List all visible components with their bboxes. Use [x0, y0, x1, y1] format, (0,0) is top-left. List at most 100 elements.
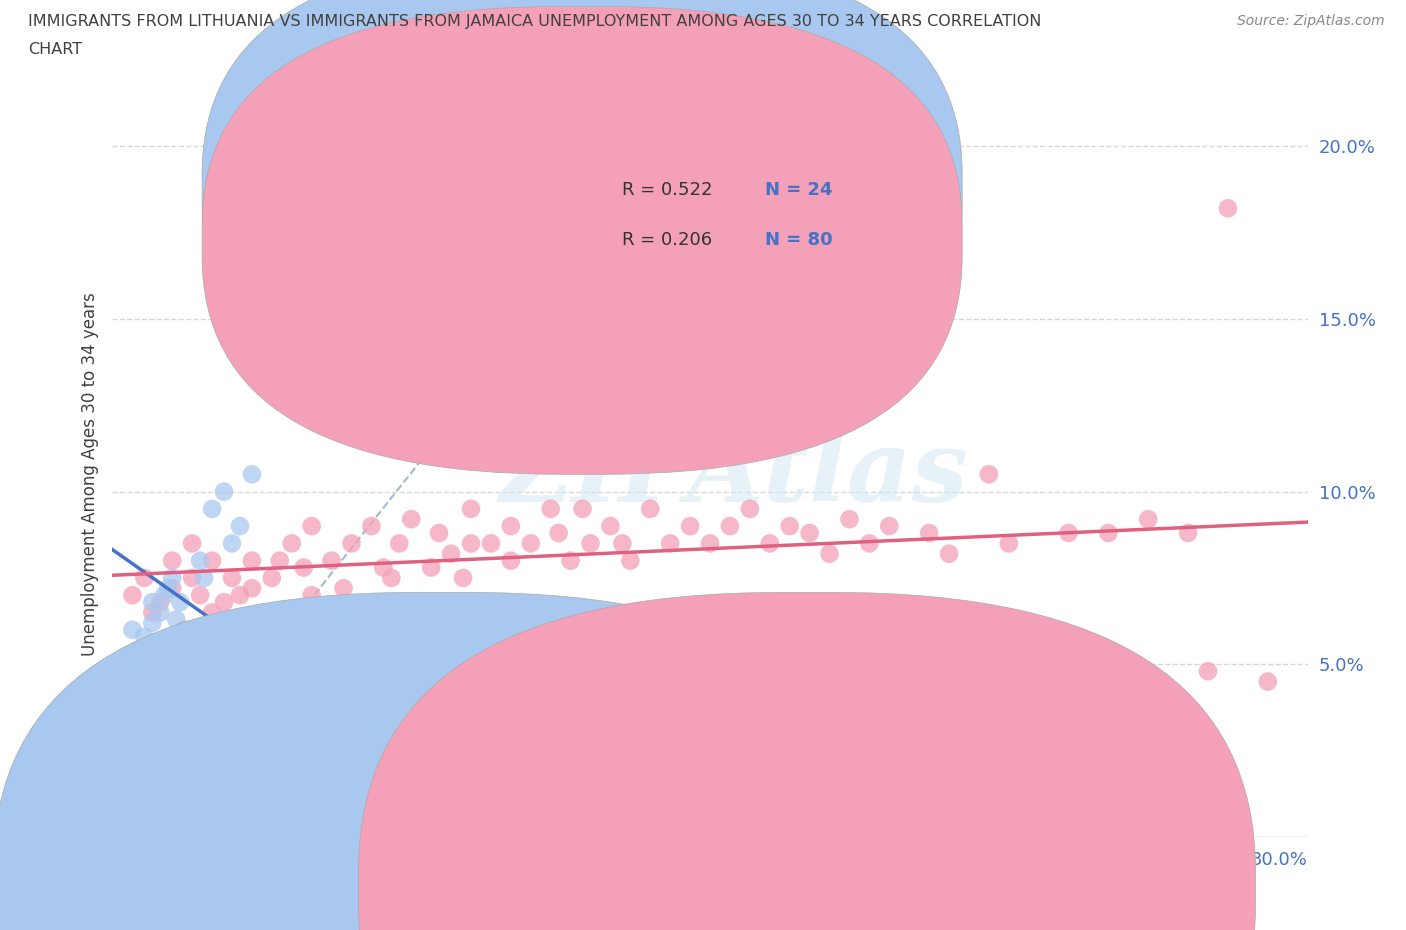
Point [420, 560, 443, 575]
Point [253, 605, 276, 620]
Text: 0.0%: 0.0% [112, 851, 157, 869]
Point [571, 501, 593, 516]
FancyBboxPatch shape [531, 126, 936, 272]
Point [1137, 512, 1160, 526]
Text: N = 80: N = 80 [765, 232, 832, 249]
Point [838, 512, 860, 526]
Point [759, 536, 782, 551]
Point [540, 501, 562, 516]
Point [918, 525, 941, 540]
Point [1257, 674, 1279, 689]
Point [499, 519, 522, 534]
Text: R = 0.206: R = 0.206 [621, 232, 711, 249]
Point [181, 622, 204, 637]
Point [212, 594, 235, 609]
Point [188, 588, 211, 603]
Point [818, 546, 841, 561]
Text: ZIPAtlas: ZIPAtlas [499, 426, 969, 523]
Point [292, 560, 315, 575]
Point [269, 553, 291, 568]
Point [201, 605, 224, 620]
Point [121, 588, 143, 603]
Point [301, 761, 323, 776]
Point [221, 536, 243, 551]
Point [547, 525, 569, 540]
Point [1077, 698, 1099, 713]
Point [659, 536, 682, 551]
Point [427, 525, 450, 540]
Point [169, 594, 191, 609]
Point [292, 753, 315, 768]
Text: Immigrants from Lithuania: Immigrants from Lithuania [478, 879, 718, 897]
Point [898, 294, 921, 309]
Point [332, 581, 354, 596]
Point [460, 501, 482, 516]
Point [162, 570, 183, 585]
Point [162, 581, 183, 596]
Point [938, 546, 960, 561]
Point [269, 726, 291, 741]
Point [380, 570, 402, 585]
Point [181, 570, 204, 585]
Point [221, 616, 243, 631]
Point [1018, 674, 1040, 689]
Point [799, 525, 821, 540]
Point [858, 536, 880, 551]
Text: R = 0.522: R = 0.522 [621, 180, 711, 199]
Point [321, 553, 343, 568]
FancyBboxPatch shape [202, 0, 962, 423]
Point [153, 588, 176, 603]
Y-axis label: Unemployment Among Ages 30 to 34 years: Unemployment Among Ages 30 to 34 years [80, 292, 98, 657]
Point [638, 501, 662, 516]
Point [679, 519, 702, 534]
Point [173, 640, 195, 655]
Point [619, 553, 641, 568]
Point [134, 630, 156, 644]
Point [877, 519, 900, 534]
Point [149, 594, 172, 609]
Point [281, 743, 304, 758]
Point [738, 501, 761, 516]
Point [340, 536, 363, 551]
Point [141, 605, 163, 620]
Text: N = 24: N = 24 [765, 180, 832, 199]
Text: IMMIGRANTS FROM LITHUANIA VS IMMIGRANTS FROM JAMAICA UNEMPLOYMENT AMONG AGES 30 : IMMIGRANTS FROM LITHUANIA VS IMMIGRANTS … [28, 14, 1042, 29]
Point [388, 536, 411, 551]
Point [301, 588, 323, 603]
Point [201, 501, 224, 516]
Point [281, 536, 304, 551]
Point [165, 612, 187, 627]
Point [121, 622, 143, 637]
Point [221, 570, 243, 585]
Point [157, 581, 180, 596]
Point [240, 553, 263, 568]
Point [440, 546, 463, 561]
Point [1057, 525, 1080, 540]
Point [360, 519, 382, 534]
Point [240, 581, 263, 596]
Point [479, 536, 502, 551]
Point [173, 622, 195, 637]
Point [451, 570, 474, 585]
Point [1116, 684, 1139, 699]
Point [599, 519, 621, 534]
Point [340, 605, 363, 620]
Point [977, 467, 1000, 482]
Point [240, 467, 263, 482]
Point [1177, 525, 1199, 540]
Text: 30.0%: 30.0% [1251, 851, 1308, 869]
Point [162, 553, 183, 568]
Point [229, 519, 252, 534]
Point [560, 553, 582, 568]
Point [260, 743, 283, 758]
Text: Source: ZipAtlas.com: Source: ZipAtlas.com [1237, 14, 1385, 28]
Point [188, 553, 211, 568]
Point [718, 519, 741, 534]
Point [612, 536, 634, 551]
Point [149, 605, 172, 620]
Point [401, 512, 423, 526]
Point [579, 536, 602, 551]
Point [779, 519, 801, 534]
Point [998, 536, 1021, 551]
Point [134, 570, 156, 585]
